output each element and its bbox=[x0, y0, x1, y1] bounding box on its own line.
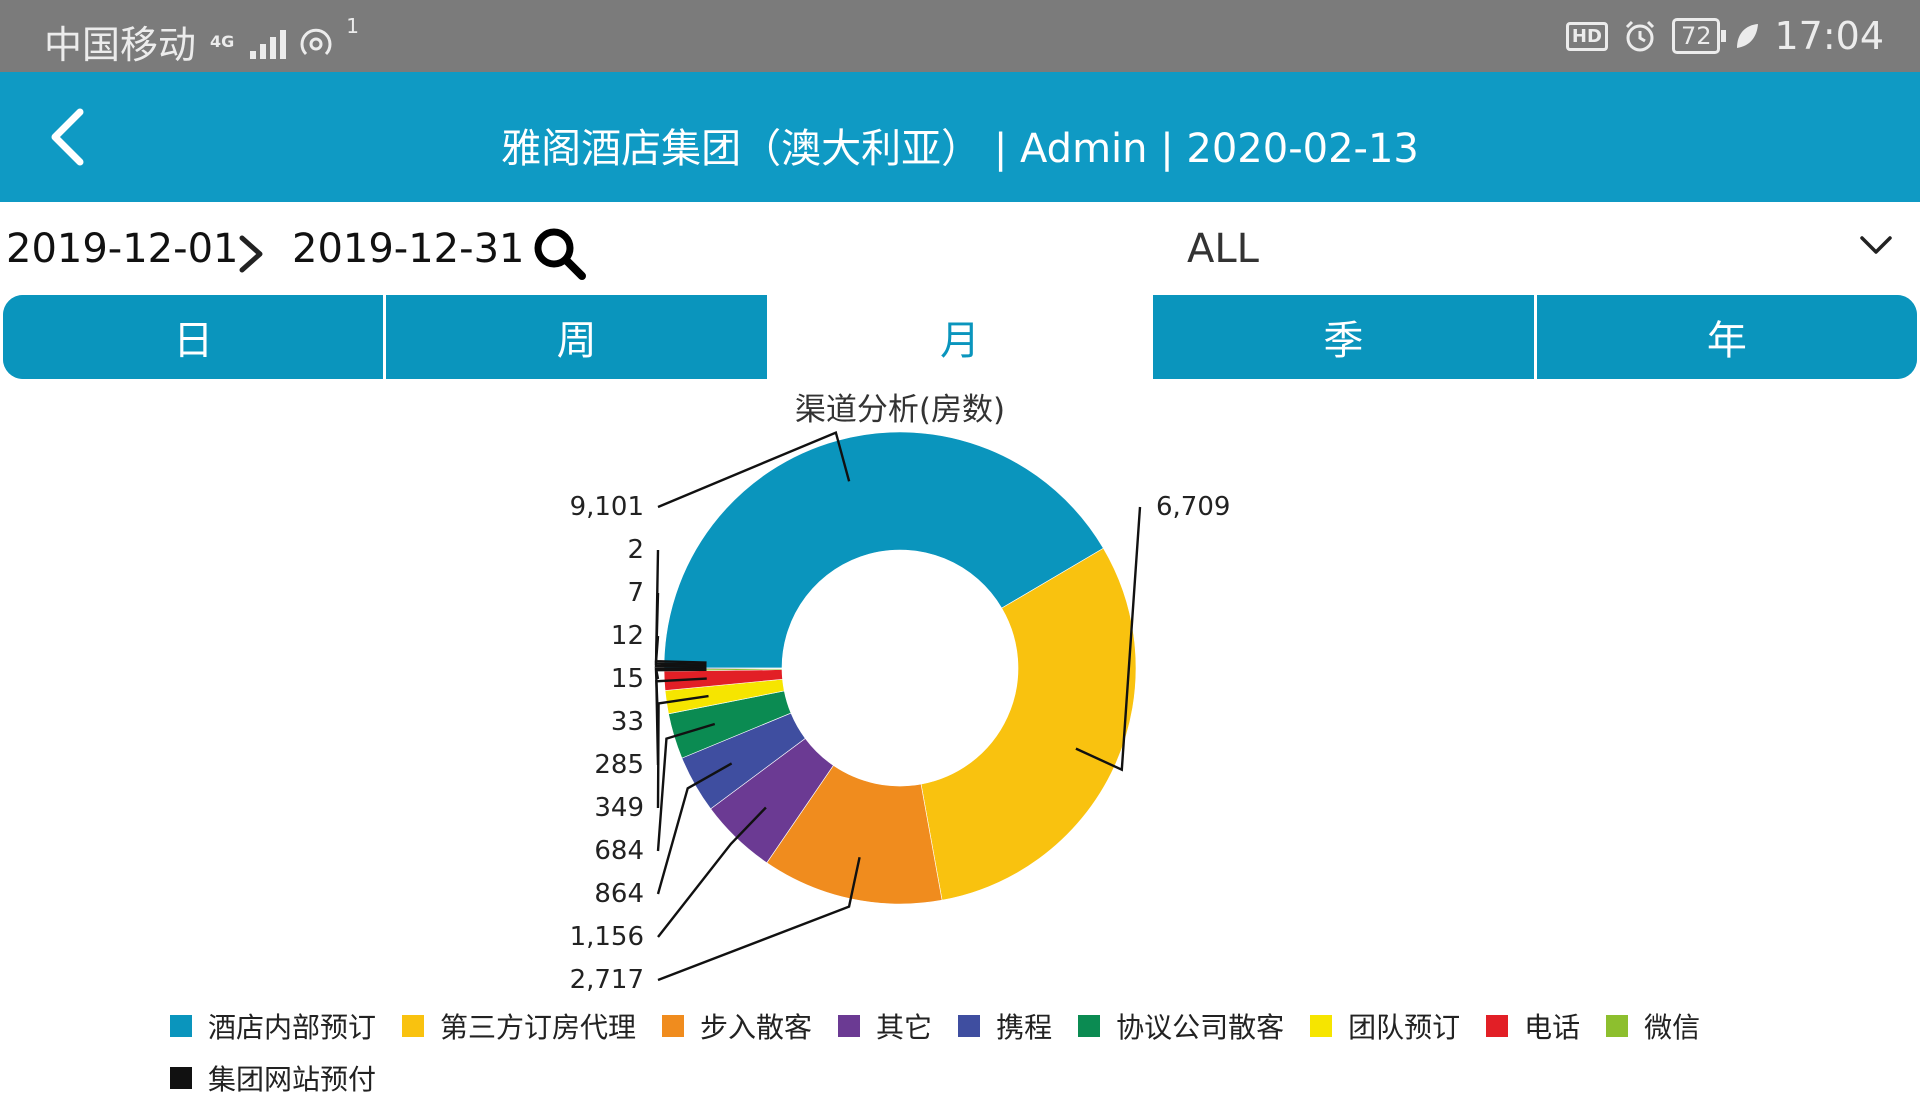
legend-label: 团队预订 bbox=[1348, 1011, 1461, 1044]
data-label: 285 bbox=[594, 750, 644, 780]
leaf-icon bbox=[1737, 24, 1759, 48]
legend-label: 步入散客 bbox=[700, 1011, 813, 1044]
signal-icon bbox=[250, 25, 287, 59]
hotspot-icon bbox=[300, 28, 332, 55]
data-label: 349 bbox=[594, 793, 644, 823]
tab-label: 月 bbox=[940, 318, 981, 364]
legend-label: 携程 bbox=[996, 1011, 1053, 1044]
carrier-label: 中国移动 bbox=[44, 23, 197, 67]
app-header: 雅阁酒店集团（澳大利亚） | Admin | 2020-02-13 bbox=[0, 72, 1920, 202]
chevron-right-icon bbox=[239, 235, 263, 273]
legend-label: 电话 bbox=[1524, 1011, 1581, 1044]
data-label: 2 bbox=[627, 535, 644, 565]
clock: 17:04 bbox=[1774, 14, 1884, 58]
tab-month[interactable]: 月 bbox=[769, 295, 1154, 379]
data-label: 2,717 bbox=[570, 965, 644, 995]
leader-line bbox=[654, 635, 707, 664]
legend-swatch bbox=[1486, 1015, 1509, 1037]
battery-icon: 72 bbox=[1671, 18, 1726, 54]
filter-bar: 2019-12-01 2019-12-31 ALL bbox=[0, 212, 1920, 292]
chart-title: 渠道分析(房数) bbox=[794, 392, 1006, 428]
network-type: 4G bbox=[210, 31, 235, 51]
legend-item[interactable]: 微信 bbox=[1606, 1006, 1700, 1046]
legend-label: 协议公司散客 bbox=[1116, 1011, 1285, 1044]
legend-item[interactable]: 集团网站预付 bbox=[170, 1058, 376, 1098]
data-label: 7 bbox=[627, 578, 644, 608]
status-left: 中国移动 4G 1 bbox=[44, 14, 359, 69]
data-label: 9,101 bbox=[570, 492, 644, 522]
legend-item[interactable]: 第三方订房代理 bbox=[402, 1006, 636, 1046]
tab-day[interactable]: 日 bbox=[3, 295, 387, 379]
hotspot-count: 1 bbox=[346, 14, 360, 38]
legend-label: 集团网站预付 bbox=[208, 1063, 377, 1096]
chevron-down-icon[interactable] bbox=[1858, 232, 1894, 260]
legend-item[interactable]: 携程 bbox=[958, 1006, 1052, 1046]
leader-line bbox=[657, 806, 767, 938]
status-right: HD 72 17:04 bbox=[1565, 14, 1884, 58]
data-label: 684 bbox=[594, 836, 644, 866]
leader-line bbox=[1075, 506, 1142, 772]
alarm-icon bbox=[1625, 20, 1654, 52]
status-bar: 中国移动 4G 1 HD 72 17:04 bbox=[0, 0, 1920, 72]
tab-quarter[interactable]: 季 bbox=[1153, 295, 1537, 379]
leader-line bbox=[656, 694, 709, 809]
legend-item[interactable]: 其它 bbox=[838, 1006, 932, 1046]
legend-item[interactable]: 步入散客 bbox=[662, 1006, 812, 1046]
data-label: 33 bbox=[611, 707, 644, 737]
legend-swatch bbox=[662, 1015, 685, 1037]
page-title: 雅阁酒店集团（澳大利亚） | Admin | 2020-02-13 bbox=[501, 126, 1419, 172]
data-label: 15 bbox=[611, 664, 644, 694]
search-icon[interactable] bbox=[532, 226, 588, 282]
leader-line bbox=[654, 549, 707, 668]
leader-line bbox=[654, 592, 707, 666]
leader-line bbox=[656, 762, 733, 895]
tab-label: 日 bbox=[173, 318, 214, 364]
tab-label: 季 bbox=[1323, 318, 1364, 364]
legend-swatch bbox=[402, 1015, 425, 1037]
battery-level: 72 bbox=[1680, 22, 1712, 50]
legend-swatch bbox=[1078, 1015, 1101, 1037]
tab-label: 周 bbox=[556, 318, 597, 364]
data-label: 12 bbox=[611, 621, 644, 651]
filter-select[interactable]: ALL bbox=[1187, 226, 1259, 272]
tab-label: 年 bbox=[1706, 318, 1747, 364]
legend-item[interactable]: 协议公司散客 bbox=[1078, 1006, 1284, 1046]
leader-line bbox=[657, 857, 861, 982]
end-date[interactable]: 2019-12-31 bbox=[292, 226, 525, 272]
donut-inner-ring bbox=[782, 550, 1018, 786]
leader-line bbox=[657, 430, 851, 509]
legend-label: 酒店内部预订 bbox=[208, 1011, 377, 1044]
data-label: 864 bbox=[594, 879, 644, 909]
chart-legend: 酒店内部预订 第三方订房代理 步入散客 其它 携程 协议公司散客 团队预订 电话 微信集团网站预… bbox=[170, 1006, 1730, 1098]
back-arrow-icon[interactable] bbox=[40, 102, 110, 172]
legend-label: 微信 bbox=[1644, 1011, 1701, 1044]
leader-line bbox=[656, 722, 716, 852]
legend-swatch bbox=[1310, 1015, 1333, 1037]
tab-week[interactable]: 周 bbox=[386, 295, 770, 379]
data-label: 6,709 bbox=[1156, 492, 1230, 522]
start-date[interactable]: 2019-12-01 bbox=[6, 226, 239, 272]
tab-year[interactable]: 年 bbox=[1536, 295, 1917, 379]
legend-label: 第三方订房代理 bbox=[440, 1011, 637, 1044]
legend-label: 其它 bbox=[876, 1011, 933, 1044]
legend-swatch bbox=[838, 1015, 861, 1037]
legend-swatch bbox=[170, 1015, 192, 1037]
legend-item[interactable]: 团队预订 bbox=[1310, 1006, 1460, 1046]
legend-item[interactable]: 电话 bbox=[1486, 1006, 1580, 1046]
donut-hole bbox=[794, 562, 1006, 774]
period-tabs: 日 周 月 季 年 bbox=[3, 295, 1917, 379]
hd-icon: HD bbox=[1565, 21, 1608, 51]
legend-swatch bbox=[170, 1067, 192, 1089]
legend-swatch bbox=[1606, 1015, 1629, 1037]
data-label: 1,156 bbox=[570, 922, 644, 952]
legend-swatch bbox=[958, 1015, 981, 1037]
donut-slice[interactable] bbox=[663, 431, 1104, 669]
legend-item[interactable]: 酒店内部预订 bbox=[170, 1006, 376, 1046]
donut-chart: 9,101 2 7 12 15 33 285 349 684 864 1,156 2,717 6,709 bbox=[570, 430, 1230, 995]
